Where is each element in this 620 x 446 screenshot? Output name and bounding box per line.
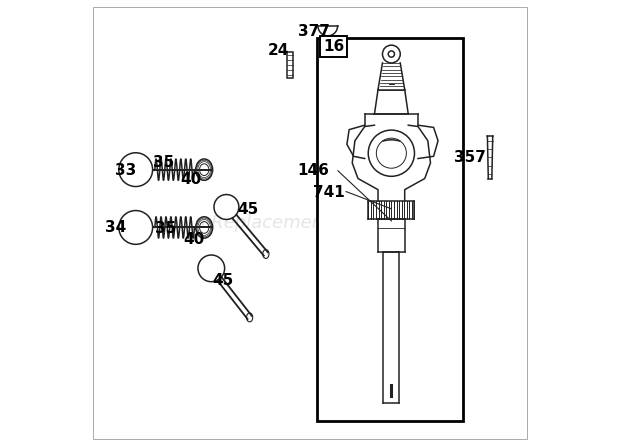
Text: 45: 45 <box>213 273 234 288</box>
Text: 357: 357 <box>454 150 486 165</box>
Polygon shape <box>383 252 399 403</box>
Text: 35: 35 <box>155 221 176 236</box>
Polygon shape <box>352 125 430 201</box>
Circle shape <box>368 130 415 176</box>
Text: 40: 40 <box>180 172 202 187</box>
Polygon shape <box>378 219 405 252</box>
Text: 35: 35 <box>153 156 174 170</box>
Text: 16: 16 <box>323 39 344 54</box>
Text: 40: 40 <box>183 232 204 248</box>
Text: 377: 377 <box>298 25 329 39</box>
Text: 33: 33 <box>115 163 136 178</box>
Text: 24: 24 <box>268 43 290 58</box>
Bar <box>287 52 293 78</box>
Text: 34: 34 <box>105 220 126 235</box>
Text: 146: 146 <box>298 163 329 178</box>
Text: 45: 45 <box>237 202 259 217</box>
Bar <box>317 38 463 421</box>
Text: 741: 741 <box>313 185 345 200</box>
Polygon shape <box>487 136 493 178</box>
Text: eReplacementParts.com: eReplacementParts.com <box>200 214 420 232</box>
